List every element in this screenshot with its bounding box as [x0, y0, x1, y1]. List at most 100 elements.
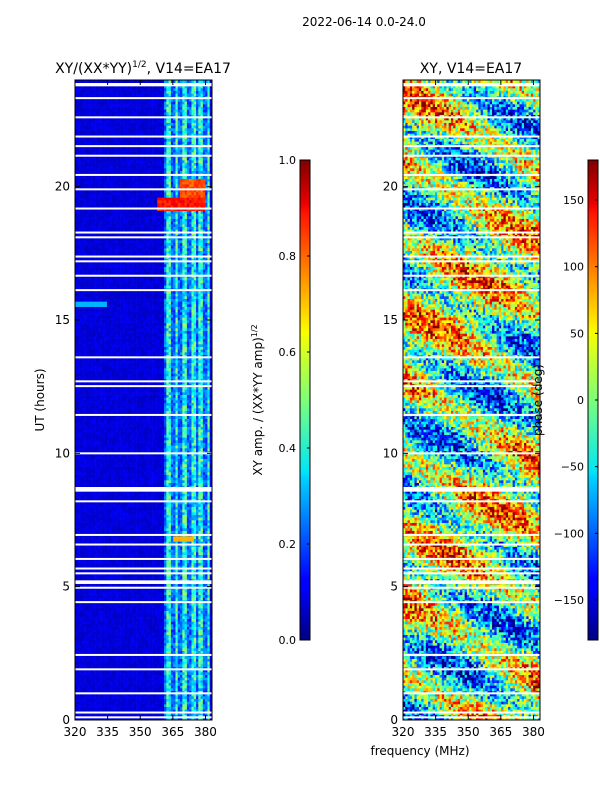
- heatmap-cell: [173, 522, 176, 526]
- heatmap-cell: [104, 661, 108, 665]
- heatmap-cell: [127, 661, 131, 665]
- heatmap-cell: [116, 514, 119, 518]
- heatmap-cell: [79, 562, 83, 566]
- heatmap-cell: [205, 704, 208, 707]
- heatmap-cell: [84, 530, 87, 534]
- heatmap-cell: [170, 517, 174, 521]
- heatmap-cell: [75, 594, 78, 598]
- heatmap-cell: [141, 576, 144, 579]
- heatmap-cell: [148, 602, 151, 606]
- heatmap-cell: [106, 546, 110, 550]
- heatmap-cell: [177, 682, 181, 686]
- heatmap-cell: [173, 546, 176, 550]
- heatmap-cell: [118, 608, 121, 611]
- heatmap-cell: [138, 541, 142, 545]
- heatmap-cell: [168, 624, 172, 627]
- heatmap-cell: [186, 618, 190, 622]
- heatmap-cell: [95, 512, 99, 515]
- heatmap-cell: [84, 570, 87, 574]
- heatmap-cell: [84, 594, 87, 598]
- heatmap-cell: [182, 645, 185, 649]
- heatmap-cell: [88, 714, 92, 718]
- heatmap-cell: [143, 560, 147, 563]
- heatmap-cell: [193, 520, 197, 523]
- heatmap-cell: [177, 538, 181, 542]
- heatmap-cell: [81, 642, 85, 646]
- heatmap-cell: [132, 709, 135, 713]
- heatmap-cell: [77, 528, 80, 531]
- heatmap-cell: [186, 690, 190, 694]
- heatmap-cell: [97, 693, 101, 697]
- heatmap-cell: [111, 514, 115, 518]
- heatmap-cell: [122, 546, 126, 550]
- heatmap-cell: [113, 624, 117, 627]
- heatmap-cell: [200, 701, 204, 705]
- heatmap-cell: [116, 704, 119, 707]
- heatmap-cell: [175, 578, 179, 582]
- heatmap-cell: [88, 701, 92, 705]
- heatmap-cell: [209, 549, 212, 553]
- heatmap-cell: [88, 504, 92, 507]
- heatmap-cell: [184, 594, 188, 598]
- heatmap-cell: [193, 658, 197, 662]
- heatmap-cell: [177, 594, 181, 598]
- heatmap-cell: [75, 637, 78, 641]
- heatmap-cell: [129, 605, 133, 609]
- heatmap-cell: [177, 528, 181, 531]
- heatmap-cell: [166, 637, 169, 641]
- heatmap-cell: [161, 674, 165, 678]
- heatmap-cell: [134, 592, 137, 595]
- heatmap-cell: [150, 717, 153, 720]
- heatmap-cell: [148, 704, 151, 707]
- heatmap-cell: [196, 634, 199, 638]
- heatmap-cell: [191, 560, 195, 563]
- heatmap-cell: [102, 709, 105, 713]
- heatmap-cell: [166, 608, 169, 611]
- heatmap-cell: [77, 589, 80, 593]
- heatmap-cell: [102, 698, 105, 702]
- heatmap-cell: [205, 650, 208, 654]
- heatmap-cell: [145, 552, 149, 555]
- heatmap-cell: [79, 634, 83, 638]
- heatmap-cell: [81, 570, 85, 574]
- heatmap-cell: [191, 698, 195, 702]
- heatmap-cell: [154, 672, 158, 675]
- heatmap-cell: [93, 528, 96, 531]
- heatmap-cell: [95, 584, 99, 587]
- heatmap-cell: [95, 696, 99, 699]
- heatmap-cell: [164, 520, 167, 523]
- heatmap-cell: [104, 648, 108, 651]
- heatmap-cell: [109, 602, 112, 606]
- heatmap-cell: [106, 570, 110, 574]
- heatmap-cell: [86, 626, 89, 630]
- heatmap-cell: [205, 693, 208, 697]
- heatmap-cell: [168, 650, 172, 654]
- heatmap-cell: [141, 554, 144, 558]
- heatmap-cell: [145, 656, 149, 659]
- heatmap-cell: [86, 554, 89, 558]
- heatmap-cell: [88, 696, 92, 699]
- heatmap-cell: [152, 704, 156, 707]
- heatmap-cell: [127, 506, 131, 510]
- heatmap-cell: [180, 541, 183, 545]
- heatmap-cell: [186, 602, 190, 606]
- heatmap-cell: [129, 672, 133, 675]
- heatmap-cell: [132, 528, 135, 531]
- heatmap-cell: [136, 650, 140, 654]
- heatmap-cell: [132, 594, 135, 598]
- heatmap-cell: [81, 589, 85, 593]
- heatmap-cell: [184, 605, 188, 609]
- heatmap-cell: [177, 530, 181, 534]
- heatmap-cell: [193, 536, 197, 539]
- heatmap-cell: [86, 538, 89, 542]
- heatmap-cell: [90, 621, 94, 625]
- heatmap-cell: [88, 661, 92, 665]
- heatmap-cell: [186, 648, 190, 651]
- heatmap-cell: [118, 589, 121, 593]
- heatmap-cell: [186, 538, 190, 542]
- heatmap-cell: [170, 498, 174, 502]
- heatmap-cell: [118, 592, 121, 595]
- heatmap-cell: [166, 645, 169, 649]
- heatmap-cell: [111, 661, 115, 665]
- heatmap-cell: [150, 685, 153, 689]
